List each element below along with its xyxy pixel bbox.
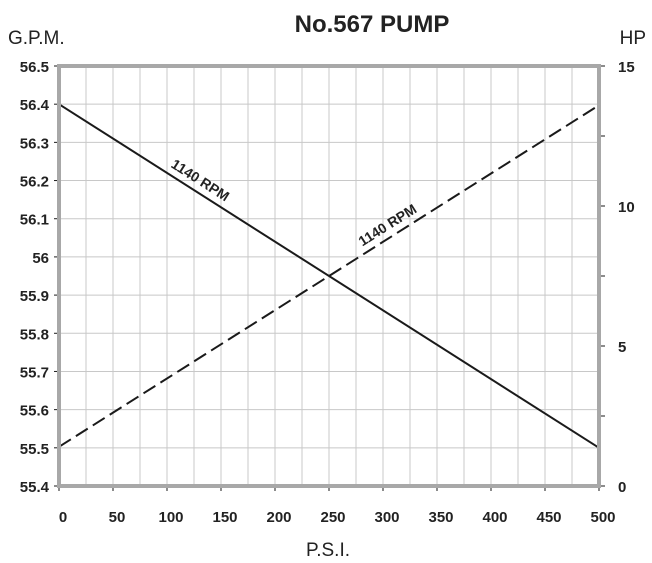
x-tick-label: 350 xyxy=(428,509,453,526)
y-left-tick-label: 56.5 xyxy=(20,59,49,76)
y-left-tick-label: 56.1 xyxy=(20,212,49,229)
y-right-tick-label: 10 xyxy=(618,199,635,216)
x-tick-label: 450 xyxy=(536,509,561,526)
tick-labels: 0 50 100 150 200 250 300 350 400 450 50055.455.555… xyxy=(20,59,635,526)
y-left-tick-label: 56.2 xyxy=(20,174,49,191)
y-left-tick-label: 55.9 xyxy=(20,288,49,305)
y-left-axis-title: G.P.M. xyxy=(8,28,65,49)
series-line-right-axis xyxy=(58,104,600,448)
y-left-tick-label: 56.3 xyxy=(20,135,49,152)
y-right-axis-title: HP xyxy=(620,28,646,49)
x-tick-label: 300 xyxy=(374,509,399,526)
y-left-tick-label: 56.4 xyxy=(20,97,50,114)
x-tick-label: 400 xyxy=(482,509,507,526)
x-axis-title: P.S.I. xyxy=(306,540,350,561)
x-tick-label: 100 xyxy=(158,509,183,526)
y-right-tick-label: 0 xyxy=(618,479,626,496)
y-left-tick-label: 55.5 xyxy=(20,441,49,458)
x-tick-label: 200 xyxy=(266,509,291,526)
y-right-tick-label: 15 xyxy=(618,59,635,76)
x-tick-label: 0 xyxy=(59,509,67,526)
y-left-tick-label: 55.6 xyxy=(20,403,49,420)
y-left-tick-label: 55.4 xyxy=(20,479,50,496)
x-tick-label: 150 xyxy=(212,509,237,526)
grid xyxy=(59,66,599,486)
x-tick-label: 500 xyxy=(590,509,615,526)
y-left-tick-label: 55.7 xyxy=(20,364,49,381)
y-left-tick-label: 55.8 xyxy=(20,326,49,343)
chart-title: No.567 PUMP xyxy=(295,11,450,38)
x-tick-label: 250 xyxy=(320,509,345,526)
plot-frame xyxy=(57,64,601,488)
series-line-left-axis xyxy=(58,103,600,449)
x-tick-label: 50 xyxy=(109,509,126,526)
y-right-tick-label: 5 xyxy=(618,339,626,356)
y-left-tick-label: 56 xyxy=(32,250,49,267)
